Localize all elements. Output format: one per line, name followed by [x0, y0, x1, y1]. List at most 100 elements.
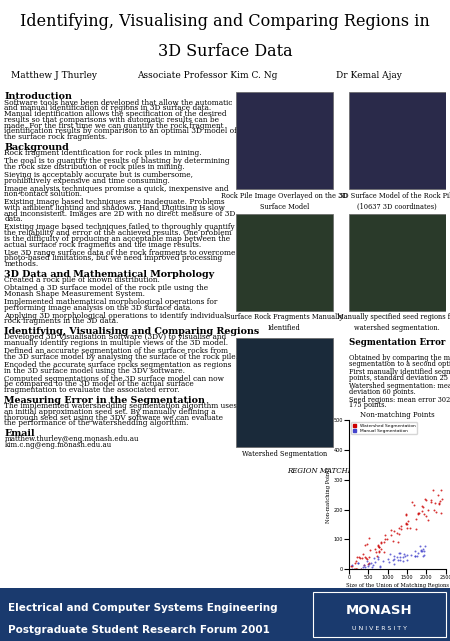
- Point: [415, 508, 422, 519]
- Text: Identifying, Visualising and Comparing Regions: Identifying, Visualising and Comparing R…: [4, 327, 260, 336]
- Text: and inconsistent. Images are 2D with no direct measure of 3D: and inconsistent. Images are 2D with no …: [4, 210, 236, 218]
- Text: fragmentation to evaluate the associated error.: fragmentation to evaluate the associated…: [4, 386, 180, 394]
- Text: results so that comparisons with automatic results can be: results so that comparisons with automat…: [4, 116, 220, 124]
- Point: [437, 508, 444, 518]
- Text: Seed regions: mean error 302 points, standard deviation: Seed regions: mean error 302 points, sta…: [349, 395, 450, 404]
- Point: [353, 556, 360, 566]
- Point: [419, 502, 426, 512]
- Point: [390, 551, 397, 561]
- Point: [354, 552, 361, 562]
- Point: [437, 485, 444, 495]
- Text: Background: Background: [4, 143, 69, 152]
- Point: [439, 494, 446, 504]
- Bar: [236, 214, 333, 311]
- Point: [404, 523, 411, 533]
- Text: Software tools have been developed that allow the automatic: Software tools have been developed that …: [4, 99, 233, 106]
- Point: [365, 533, 372, 543]
- Text: Image analysis techniques promise a quick, inexpensive and: Image analysis techniques promise a quic…: [4, 185, 229, 192]
- Text: with ambient lighting and shadows. Hand Digitising is slow: with ambient lighting and shadows. Hand …: [4, 204, 225, 212]
- Point: [423, 495, 430, 505]
- Point: [396, 529, 403, 539]
- Text: the reliability and error of the achieved results. One problem: the reliability and error of the achieve…: [4, 229, 232, 237]
- Text: Use 3D range surface data of the rock fragments to overcome: Use 3D range surface data of the rock fr…: [4, 249, 236, 256]
- Point: [372, 547, 379, 558]
- Point: [379, 556, 387, 567]
- Point: [360, 560, 367, 570]
- Point: [390, 554, 397, 564]
- Bar: [349, 92, 446, 189]
- Point: [378, 537, 385, 547]
- Point: [403, 550, 410, 560]
- Title: Non-matching Points: Non-matching Points: [360, 412, 435, 419]
- Point: [371, 544, 378, 554]
- Point: [395, 555, 402, 565]
- Text: Surface Rock Fragments Manually: Surface Rock Fragments Manually: [226, 313, 343, 321]
- Point: [368, 562, 375, 572]
- Point: [435, 498, 442, 508]
- Text: the performance of the watershedding algorithm.: the performance of the watershedding alg…: [4, 419, 189, 428]
- Point: [354, 558, 361, 569]
- Point: [364, 554, 371, 564]
- Point: [375, 542, 382, 553]
- Point: [388, 530, 395, 540]
- Point: [398, 524, 405, 534]
- Point: [365, 559, 373, 569]
- Point: [380, 547, 387, 557]
- Text: Obtained by comparing the matching regions in each: Obtained by comparing the matching regio…: [349, 354, 450, 362]
- Point: [396, 547, 403, 558]
- Point: [403, 554, 410, 565]
- Point: [400, 556, 407, 567]
- Point: [389, 535, 396, 545]
- Point: [414, 551, 421, 561]
- Text: Manually specified seed regions for: Manually specified seed regions for: [337, 313, 450, 321]
- Text: Manual identification allows the specification of the desired: Manual identification allows the specifi…: [4, 110, 227, 118]
- Point: [420, 509, 427, 519]
- Text: Implemented mathematical morphological operations for: Implemented mathematical morphological o…: [4, 298, 218, 306]
- Point: [422, 542, 429, 552]
- Point: [358, 553, 365, 563]
- Point: [361, 552, 369, 562]
- Point: [381, 529, 388, 540]
- Point: [353, 564, 360, 574]
- Point: [348, 560, 355, 570]
- Bar: [236, 338, 333, 447]
- Text: Introduction: Introduction: [4, 92, 72, 101]
- Text: Identifying, Visualising and Comparing Regions in: Identifying, Visualising and Comparing R…: [20, 13, 430, 30]
- Bar: [0, 588, 306, 641]
- Point: [347, 561, 355, 571]
- Point: [406, 522, 414, 533]
- Point: [434, 490, 441, 500]
- Point: [427, 497, 434, 507]
- Text: in the 3D surface model using the 3DV software.: in the 3D surface model using the 3DV so…: [4, 367, 185, 374]
- Point: [349, 564, 356, 574]
- Point: [371, 553, 378, 563]
- Text: Rock fragment identification for rock piles in mining.: Rock fragment identification for rock pi…: [4, 149, 202, 157]
- Point: [416, 540, 423, 551]
- Point: [420, 545, 427, 556]
- Point: [405, 516, 412, 526]
- Point: [377, 538, 384, 548]
- Text: Postgraduate Student Research Forum 2001: Postgraduate Student Research Forum 2001: [8, 625, 270, 635]
- Point: [372, 557, 379, 567]
- Point: [413, 514, 420, 524]
- Point: [376, 542, 383, 553]
- Point: [373, 551, 380, 561]
- Point: [421, 550, 428, 560]
- Text: points, standard deviation 25 points.: points, standard deviation 25 points.: [349, 374, 450, 381]
- Point: [422, 494, 429, 504]
- Point: [382, 533, 389, 544]
- Point: [414, 547, 422, 558]
- Text: REGION MATCHING REGION: REGION MATCHING REGION: [287, 467, 395, 475]
- Point: [375, 554, 382, 565]
- Point: [380, 537, 387, 547]
- Point: [351, 558, 358, 568]
- Point: [352, 564, 360, 574]
- Point: [401, 551, 409, 561]
- Point: [377, 562, 384, 572]
- Point: [402, 510, 410, 520]
- X-axis label: Size of the Union of Matching Regions: Size of the Union of Matching Regions: [346, 583, 449, 588]
- Point: [356, 553, 363, 563]
- Text: Defined an accurate segmentation of the surface rocks from: Defined an accurate segmentation of the …: [4, 347, 229, 355]
- Point: [350, 564, 357, 574]
- Text: Created a rock pile of known distribution.: Created a rock pile of known distributio…: [4, 276, 160, 284]
